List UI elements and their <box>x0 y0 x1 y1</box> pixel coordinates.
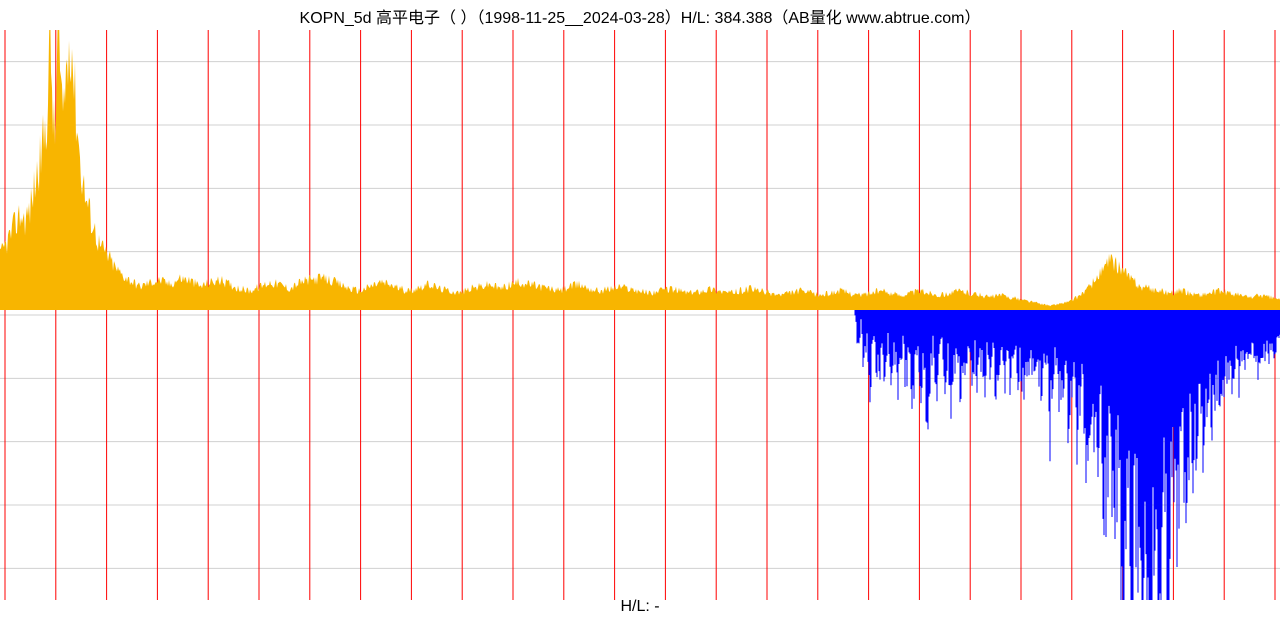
chart-footer: H/L: - <box>0 598 1280 616</box>
price-chart <box>0 30 1280 600</box>
chart-title: KOPN_5d 高平电子（ ）（1998-11-25__2024-03-28）H… <box>0 4 1280 28</box>
